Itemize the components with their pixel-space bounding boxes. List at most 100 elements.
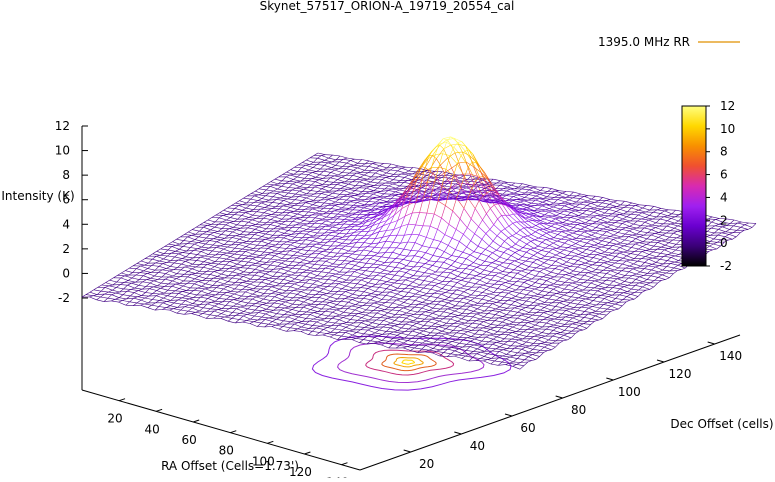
surface-segment	[670, 237, 677, 238]
surface-segment	[603, 312, 610, 313]
surface-segment	[283, 286, 290, 287]
surface-segment	[573, 313, 580, 314]
surface-segment	[386, 177, 390, 178]
surface-segment	[228, 321, 235, 323]
surface-segment	[597, 255, 604, 257]
surface-segment	[652, 264, 659, 265]
surface-segment	[236, 236, 243, 237]
surface-segment	[306, 196, 310, 198]
surface-segment	[626, 228, 633, 229]
surface-segment	[312, 177, 316, 178]
surface-segment	[280, 196, 284, 198]
surface-segment	[627, 251, 634, 252]
surface-segment	[427, 173, 431, 175]
surface-segment	[145, 296, 149, 298]
surface-segment	[252, 257, 256, 259]
surface-segment	[527, 205, 534, 206]
surface-segment	[268, 324, 275, 325]
surface-segment	[578, 304, 585, 305]
surface-segment	[135, 288, 142, 289]
surface-segment	[457, 283, 464, 287]
surface-segment	[585, 305, 592, 306]
surface-segment	[541, 304, 548, 305]
surface-segment	[341, 182, 345, 183]
surface-segment	[284, 271, 288, 274]
surface-segment	[251, 275, 255, 279]
surface-segment	[289, 180, 293, 182]
surface-segment	[295, 279, 302, 281]
surface-segment	[241, 261, 248, 262]
surface-segment	[406, 324, 413, 326]
surface-segment	[463, 234, 470, 241]
surface-segment	[214, 233, 221, 235]
surface-segment	[180, 281, 184, 284]
surface-segment	[459, 257, 466, 259]
surface-segment	[557, 287, 564, 289]
surface-segment	[311, 268, 318, 269]
surface-segment	[303, 194, 307, 195]
surface-segment	[562, 232, 569, 235]
surface-segment	[336, 316, 343, 317]
surface-segment	[376, 276, 383, 277]
surface-segment	[574, 222, 581, 223]
surface-segment	[598, 206, 605, 207]
surface-segment	[405, 175, 409, 177]
surface-segment	[223, 254, 230, 256]
surface-segment	[349, 297, 356, 298]
surface-segment	[271, 253, 278, 254]
surface-segment	[299, 269, 306, 270]
surface-segment	[543, 277, 550, 279]
surface-segment	[291, 167, 295, 169]
surface-segment	[640, 272, 647, 274]
surface-segment	[293, 255, 300, 256]
surface-segment	[656, 262, 663, 264]
surface-segment	[108, 292, 115, 293]
surface-segment	[303, 225, 310, 227]
surface-segment	[507, 187, 514, 189]
surface-segment	[510, 194, 517, 195]
surface-segment	[281, 228, 285, 229]
surface-segment	[530, 298, 537, 300]
surface-segment	[493, 241, 500, 246]
surface-segment	[382, 177, 386, 179]
surface-segment	[393, 176, 397, 179]
surface-segment	[198, 247, 202, 249]
surface-segment	[228, 282, 235, 283]
surface-segment	[198, 249, 205, 250]
surface-segment	[287, 203, 291, 205]
surface-segment	[185, 301, 192, 304]
surface-segment	[389, 182, 396, 183]
surface-segment	[643, 247, 650, 250]
surface-segment	[452, 238, 459, 241]
surface-segment	[368, 330, 375, 333]
surface-segment	[309, 321, 316, 322]
surface-segment	[335, 169, 339, 170]
surface-segment	[511, 352, 518, 353]
surface-segment	[458, 355, 465, 356]
surface-segment	[308, 294, 315, 295]
surface-segment	[513, 197, 520, 200]
surface-segment	[388, 313, 395, 315]
surface-segment	[383, 168, 387, 170]
surface-segment	[204, 298, 208, 301]
surface-segment	[517, 282, 524, 283]
surface-segment	[281, 192, 288, 193]
surface-segment	[291, 322, 298, 323]
surface-segment	[187, 244, 194, 245]
surface-segment	[222, 265, 226, 269]
surface-segment	[182, 298, 189, 299]
surface-segment	[504, 297, 511, 298]
surface-segment	[380, 280, 387, 282]
surface-segment	[271, 292, 275, 294]
surface-segment	[263, 304, 270, 306]
surface-segment	[663, 230, 670, 231]
surface-segment	[310, 273, 317, 276]
surface-segment	[172, 279, 176, 281]
surface-segment	[208, 298, 215, 301]
surface-segment	[239, 320, 246, 321]
surface-segment	[549, 292, 556, 293]
surface-segment	[492, 311, 499, 312]
surface-segment	[325, 226, 332, 227]
surface-segment	[240, 232, 244, 235]
surface-segment	[418, 251, 425, 253]
